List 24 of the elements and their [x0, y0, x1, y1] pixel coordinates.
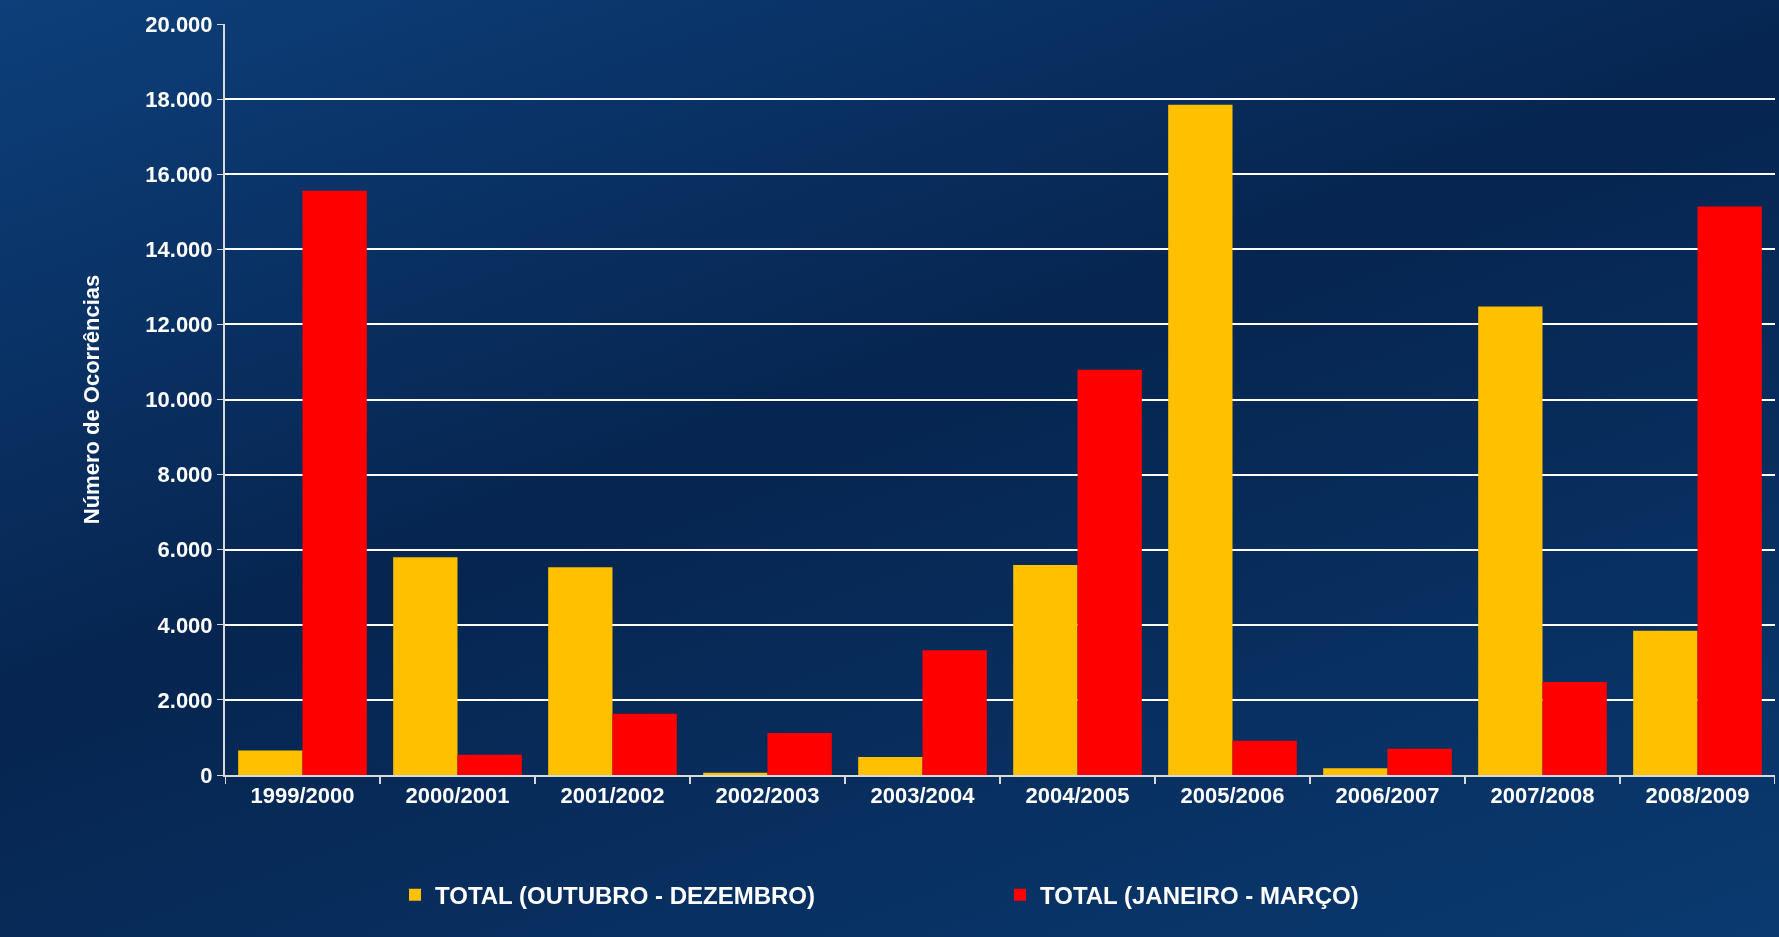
y-tick-label: 20.000 [145, 11, 213, 37]
x-tick-label: 2008/2009 [1645, 783, 1750, 809]
y-tick-label: 16.000 [145, 161, 213, 187]
legend-label: TOTAL (OUTUBRO - DEZEMBRO) [435, 882, 815, 910]
x-tick-label: 2001/2002 [560, 783, 665, 809]
y-tick-label: 2.000 [157, 687, 213, 713]
y-tick-label: 14.000 [145, 237, 213, 262]
y-tick-label: 4.000 [157, 612, 213, 638]
y-axis-title: Número de Ocorrências [78, 274, 104, 525]
x-tick-label: 2002/2003 [715, 783, 820, 809]
y-tick-label: 6.000 [157, 537, 213, 563]
legend-label: TOTAL (JANEIRO - MARÇO) [1040, 882, 1359, 910]
y-tick-label: 8.000 [157, 462, 213, 488]
x-tick-label: 2004/2005 [1025, 783, 1130, 809]
x-tick-label: 2003/2004 [870, 783, 976, 809]
x-tick-label: 2000/2001 [405, 783, 510, 809]
x-tick-label: 2007/2008 [1490, 783, 1595, 809]
y-tick-label: 12.000 [145, 312, 213, 338]
x-tick-label: 2006/2007 [1335, 783, 1440, 809]
x-tick-label: 2005/2006 [1180, 783, 1285, 809]
y-tick-label: 18.000 [145, 86, 213, 112]
y-tick-label: 0 [200, 762, 213, 788]
y-tick-label: 10.000 [145, 387, 213, 413]
x-tick-label: 1999/2000 [250, 783, 355, 809]
